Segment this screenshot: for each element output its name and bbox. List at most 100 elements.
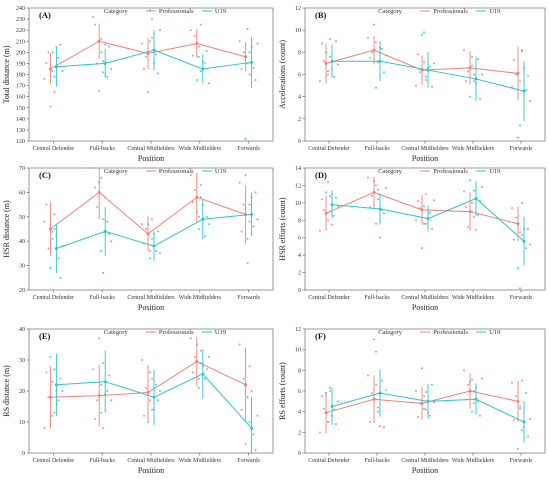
data-point xyxy=(383,71,385,74)
x-tick-label: Wide Midfielders xyxy=(452,457,495,464)
y-tick-label: 2 xyxy=(298,117,301,123)
data-point xyxy=(527,435,529,438)
data-point xyxy=(417,415,419,418)
data-point xyxy=(92,15,95,18)
data-point xyxy=(191,54,194,57)
mean-marker xyxy=(516,399,520,403)
mean-marker xyxy=(250,426,254,430)
data-point xyxy=(193,355,196,358)
data-point xyxy=(481,186,483,189)
data-point xyxy=(151,36,153,39)
data-point xyxy=(463,369,465,372)
mean-marker xyxy=(426,217,430,221)
data-point xyxy=(375,86,377,89)
x-tick-label: Forwards xyxy=(237,295,260,301)
data-point xyxy=(471,55,473,58)
data-point xyxy=(471,410,473,413)
data-point xyxy=(59,377,62,380)
data-point xyxy=(469,95,471,98)
data-point xyxy=(325,392,327,395)
legend-entry: U19 xyxy=(489,329,500,336)
mean-marker xyxy=(48,67,52,71)
data-point xyxy=(92,368,95,371)
y-axis-title: RS efforts (count) xyxy=(278,362,287,420)
y-tick-label: 12 xyxy=(295,6,301,12)
data-point xyxy=(191,201,194,204)
y-tick-label: 8 xyxy=(298,368,301,374)
y-tick-label: 30 xyxy=(19,358,25,364)
data-point xyxy=(385,388,387,391)
data-point xyxy=(195,343,198,346)
data-point xyxy=(337,205,339,208)
data-point xyxy=(481,73,483,76)
data-point xyxy=(385,54,387,57)
data-point xyxy=(248,73,251,76)
y-tick-label: 40 xyxy=(19,239,25,245)
series-u19 xyxy=(325,338,531,450)
y-tick-label: 200 xyxy=(16,50,25,56)
data-point xyxy=(515,73,517,76)
legend-entry: Professionals xyxy=(159,168,194,175)
data-point xyxy=(421,33,423,36)
x-tick-label: Central Midfielders xyxy=(401,457,449,464)
mean-marker xyxy=(426,68,430,72)
data-point xyxy=(431,228,433,230)
mean-marker xyxy=(522,239,526,243)
mean-marker xyxy=(244,55,248,59)
chart-panel-3: (C) Category Professionals U19 20 30 40 50 60 70 C… xyxy=(2,166,274,312)
data-point xyxy=(159,390,161,392)
data-point xyxy=(238,40,241,43)
legend-title: Category xyxy=(104,329,129,336)
x-tick-label: Forwards xyxy=(510,295,533,301)
y-tick-label: 240 xyxy=(16,6,25,12)
data-point xyxy=(517,447,519,450)
series-u19 xyxy=(49,174,259,279)
data-point xyxy=(521,50,523,53)
mean-marker xyxy=(330,405,334,408)
x-tick-label: Forwards xyxy=(510,146,533,152)
series-professionals xyxy=(43,336,253,430)
data-point xyxy=(100,411,103,414)
data-point xyxy=(61,70,64,73)
y-tick-label: 2 xyxy=(298,271,301,277)
x-axis-title: Position xyxy=(138,154,164,163)
data-point xyxy=(203,235,206,238)
data-point xyxy=(471,378,473,381)
data-point xyxy=(465,80,467,83)
data-point xyxy=(108,232,111,235)
data-point xyxy=(199,184,202,187)
y-tick-label: 20 xyxy=(19,389,25,395)
data-point xyxy=(141,359,143,361)
data-point xyxy=(57,257,60,260)
data-point xyxy=(323,208,325,211)
y-tick-label: 60 xyxy=(19,190,25,196)
data-point xyxy=(473,73,475,76)
data-point xyxy=(471,64,473,67)
y-tick-label: 50 xyxy=(19,215,25,221)
mean-marker xyxy=(468,66,472,70)
mean-marker xyxy=(97,190,101,194)
mean-marker xyxy=(426,399,430,403)
data-point xyxy=(143,414,145,417)
data-point xyxy=(53,368,56,371)
data-point xyxy=(323,407,325,410)
data-point xyxy=(193,188,196,191)
mean-marker xyxy=(195,360,199,364)
data-point xyxy=(252,66,255,69)
data-point xyxy=(473,189,475,192)
x-tick-label: Forwards xyxy=(510,458,533,464)
data-point xyxy=(327,73,329,76)
data-point xyxy=(205,215,208,218)
data-point xyxy=(141,42,143,45)
data-point xyxy=(319,229,321,232)
data-point xyxy=(425,193,427,196)
data-point xyxy=(98,181,101,184)
legend-title: Category xyxy=(378,8,403,15)
y-tick-label: 40 xyxy=(19,327,25,333)
data-point xyxy=(94,186,97,189)
data-point xyxy=(242,203,245,206)
mean-marker xyxy=(522,420,526,424)
data-point xyxy=(477,57,479,60)
x-tick-label: Full-backs xyxy=(90,146,116,152)
